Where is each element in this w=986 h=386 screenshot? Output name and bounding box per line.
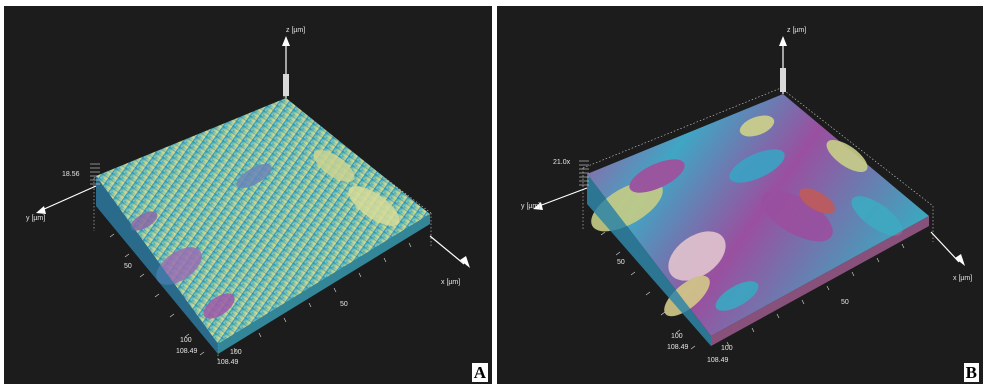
x-axis-arrow — [460, 256, 470, 268]
x-axis-arrow — [955, 254, 965, 266]
surface-patches-a — [130, 149, 400, 319]
x-axis-label: x [µm] — [953, 275, 972, 282]
panel-letter-b: B — [963, 363, 979, 382]
y-tick-100: 100 — [671, 333, 683, 340]
x-tick-max: 108.49 — [217, 359, 239, 366]
y-tick-50: 50 — [617, 259, 625, 266]
z-scale-ticks — [579, 160, 589, 186]
y-axis-label: y [µm] — [26, 215, 45, 222]
y-tick-100: 100 — [180, 337, 192, 344]
y-edge-ticks — [109, 233, 205, 356]
z-axis-arrow — [779, 36, 787, 46]
y-axis-arrow — [533, 202, 543, 210]
x-tick-100: 100 — [230, 349, 242, 356]
z-axis-label: z [µm] — [787, 27, 806, 34]
z-axis-label: z [µm] — [286, 27, 305, 34]
y-axis-label: y [µm] — [521, 203, 540, 210]
x-tick-max: 108.49 — [707, 357, 729, 364]
y-edge-ticks — [600, 231, 696, 350]
x-tick-100: 100 — [721, 345, 733, 352]
z-axis-arrow — [282, 36, 290, 46]
surface-plot-b: z [µm] 21.0x y [µm] 50 100 108.49 — [521, 27, 972, 364]
z-color-scale — [283, 74, 289, 96]
z-max-value: 18.56 — [62, 171, 80, 178]
panel-b: z [µm] 21.0x y [µm] 50 100 108.49 — [497, 6, 983, 384]
z-scale-ticks — [90, 163, 100, 185]
z-max-value: 21.0x — [553, 159, 571, 166]
x-edge-ticks — [726, 243, 905, 347]
panel-a: z [µm] 18.56 y [µm] 50 100 108.49 — [4, 6, 492, 384]
panel-letter-a: A — [471, 363, 488, 382]
surface-a — [96, 98, 430, 344]
x-tick-50: 50 — [340, 301, 348, 308]
y-tick-max: 108.49 — [176, 348, 198, 355]
surface-plot-a: z [µm] 18.56 y [µm] 50 100 108.49 — [26, 27, 470, 366]
x-tick-50: 50 — [841, 299, 849, 306]
x-edge-ticks — [233, 242, 412, 353]
y-axis-arrow — [36, 206, 46, 214]
y-tick-max: 108.49 — [667, 344, 689, 351]
y-tick-50: 50 — [124, 263, 132, 270]
x-axis-label: x [µm] — [441, 279, 460, 286]
z-color-scale — [780, 68, 786, 92]
